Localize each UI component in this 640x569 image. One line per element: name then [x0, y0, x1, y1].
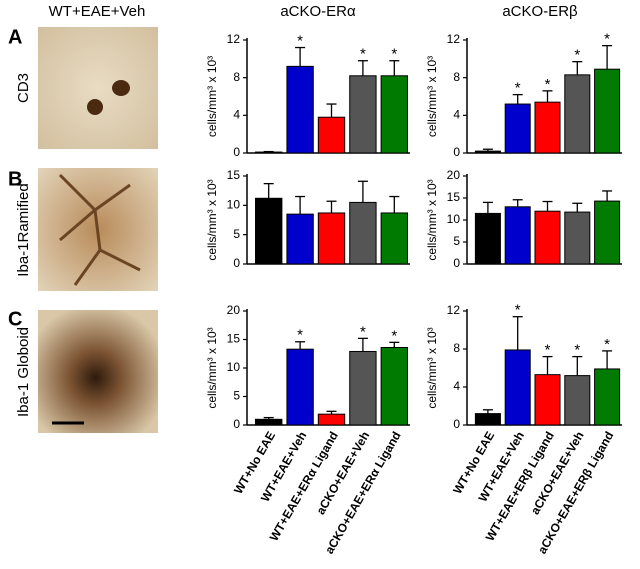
significance-marker: *	[604, 336, 610, 353]
y-axis-label: cells/mm³ x 10³	[425, 327, 439, 408]
bar	[504, 103, 531, 154]
y-tick-label: 12	[447, 32, 461, 46]
bar	[564, 211, 591, 265]
bar	[286, 348, 314, 426]
bar	[349, 201, 377, 265]
y-tick-label: 20	[447, 168, 461, 182]
y-tick-label: 0	[453, 145, 460, 159]
y-tick-label: 4	[453, 379, 460, 393]
bar	[349, 75, 377, 154]
bar	[474, 413, 501, 426]
bar	[474, 150, 501, 154]
significance-marker: *	[574, 342, 580, 359]
y-tick-label: 20	[227, 303, 241, 317]
y-tick-label: 10	[227, 198, 241, 212]
bar	[474, 212, 501, 265]
bar	[380, 212, 408, 265]
y-tick-label: 8	[453, 341, 460, 355]
y-tick-label: 0	[453, 256, 460, 270]
bar	[317, 413, 346, 426]
significance-marker: *	[545, 76, 551, 93]
bar	[255, 418, 283, 426]
bar	[286, 213, 314, 265]
y-tick-label: 5	[233, 389, 240, 403]
bar	[380, 75, 408, 154]
significance-marker: *	[360, 323, 366, 340]
y-tick-label: 5	[233, 227, 240, 241]
cell-process	[58, 173, 141, 286]
y-axis-label: cells/mm³ x 10³	[205, 179, 219, 260]
y-tick-label: 4	[233, 108, 240, 122]
y-axis-label: cells/mm³ x 10³	[425, 56, 439, 137]
y-axis-label: cells/mm³ x 10³	[205, 327, 219, 408]
micrograph	[38, 27, 158, 149]
bar	[534, 374, 561, 426]
micrograph	[38, 310, 158, 433]
cell	[87, 99, 103, 115]
bar	[349, 350, 377, 426]
bar	[594, 200, 621, 265]
cell	[112, 80, 130, 96]
y-tick-label: 12	[227, 32, 241, 46]
y-tick-label: 5	[453, 234, 460, 248]
row-label: Iba-1Ramified	[15, 183, 32, 276]
bar	[594, 368, 621, 426]
bar	[564, 375, 591, 426]
significance-marker: *	[515, 80, 521, 97]
bar	[564, 74, 591, 154]
y-axis-label: cells/mm³ x 10³	[205, 56, 219, 137]
row-label: CD3	[15, 73, 32, 103]
y-tick-label: 10	[447, 212, 461, 226]
column-title: aCKO-ERα	[280, 3, 356, 20]
significance-marker: *	[574, 47, 580, 64]
y-tick-label: 0	[233, 417, 240, 431]
y-tick-label: 15	[227, 168, 241, 182]
bar	[504, 206, 531, 265]
y-tick-label: 12	[447, 303, 461, 317]
bar	[504, 349, 531, 426]
y-tick-label: 10	[227, 360, 241, 374]
significance-marker: *	[604, 31, 610, 48]
row-label: Iba-1 Globoid	[15, 327, 32, 417]
significance-marker: *	[297, 33, 303, 50]
y-tick-label: 0	[233, 145, 240, 159]
y-tick-label: 15	[447, 190, 461, 204]
y-tick-label: 4	[453, 108, 460, 122]
y-tick-label: 8	[233, 70, 240, 84]
panel-letter: A	[8, 26, 22, 48]
significance-marker: *	[297, 327, 303, 344]
panel-letter: B	[8, 168, 22, 190]
bar	[317, 116, 346, 154]
y-tick-label: 0	[233, 256, 240, 270]
y-tick-label: 0	[453, 417, 460, 431]
y-axis-label: cells/mm³ x 10³	[425, 179, 439, 260]
significance-marker: *	[545, 342, 551, 359]
bar	[255, 151, 283, 154]
significance-marker: *	[391, 46, 397, 63]
bar	[534, 210, 561, 265]
significance-marker: *	[360, 46, 366, 63]
bar	[594, 68, 621, 154]
significance-marker: *	[515, 302, 521, 319]
bar	[380, 346, 408, 426]
bar	[317, 212, 346, 265]
y-tick-label: 15	[227, 332, 241, 346]
significance-marker: *	[391, 327, 397, 344]
bar	[255, 197, 283, 265]
bar	[534, 101, 561, 154]
column-title: aCKO-ERβ	[502, 3, 578, 20]
bar	[286, 65, 314, 154]
panel-letter: C	[8, 308, 22, 330]
column-title: WT+EAE+Veh	[49, 3, 146, 20]
y-tick-label: 8	[453, 70, 460, 84]
